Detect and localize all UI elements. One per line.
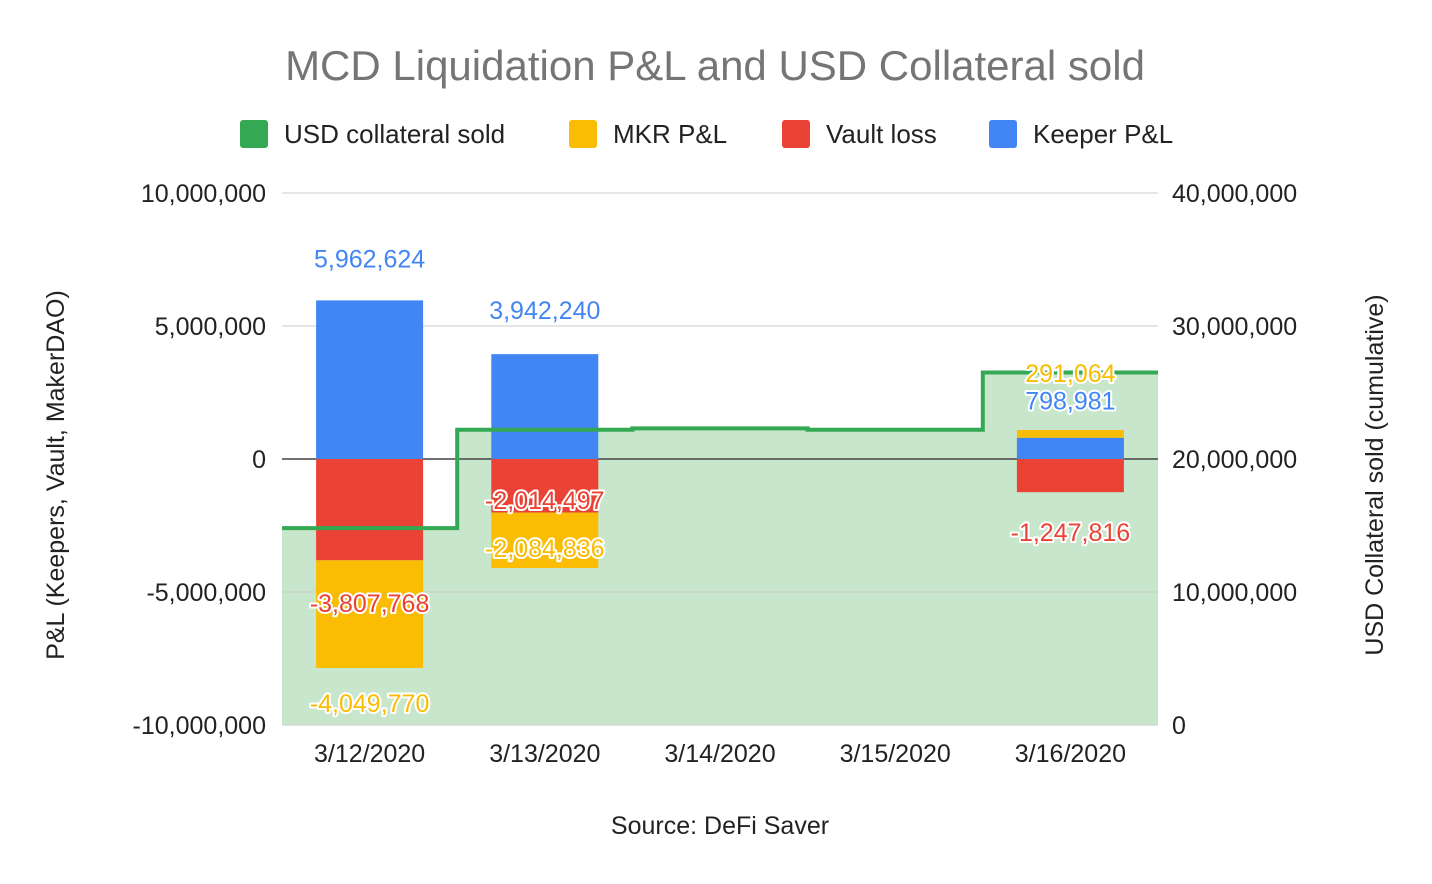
legend-label-1: MKR P&L — [613, 119, 727, 149]
left-axis-ticks: 10,000,000 5,000,000 0 -5,000,000 -10,000,00… — [133, 180, 266, 740]
bar-keeper-p-l-4 — [1016, 437, 1124, 459]
data-label-mkr-p-l-1: -2,084,836 — [485, 535, 605, 563]
right-tick-label-2: 20,000,000 — [1172, 446, 1297, 474]
x-tick-label-3: 3/15/2020 — [840, 740, 951, 768]
x-axis-ticks: 3/12/2020 3/13/2020 3/14/2020 3/15/2020 3/16… — [314, 740, 1126, 768]
bar-mkr-p-l-4 — [1016, 430, 1124, 438]
x-tick-label-1: 3/13/2020 — [489, 740, 600, 768]
gridlines — [282, 192, 1158, 726]
data-label-keeper-p-l-1: 3,942,240 — [489, 297, 600, 325]
data-label-vault-loss-0: -3,807,768 — [310, 590, 430, 618]
left-tick-label-1: 5,000,000 — [155, 313, 266, 341]
bar-vault-loss-1 — [491, 459, 599, 513]
left-axis-title: P&L (Keepers, Vault, MakerDAO) — [42, 290, 70, 660]
right-tick-label-0: 40,000,000 — [1172, 180, 1297, 208]
right-axis-title: USD Collateral sold (cumulative) — [1361, 294, 1389, 655]
legend: USD collateral sold MKR P&L Vault loss Keep… — [240, 119, 1173, 149]
legend-swatch-0 — [240, 120, 268, 148]
legend-swatch-1 — [569, 120, 597, 148]
bar-keeper-p-l-1 — [491, 354, 599, 459]
bars — [316, 300, 1124, 669]
legend-swatch-2 — [782, 120, 810, 148]
legend-label-0: USD collateral sold — [284, 119, 505, 149]
legend-swatch-3 — [989, 120, 1017, 148]
bar-vault-loss-0 — [316, 459, 424, 561]
right-tick-label-4: 0 — [1172, 712, 1186, 740]
data-label-keeper-p-l-0: 5,962,624 — [314, 245, 425, 273]
data-labels: 5,962,624 -3,807,768 -4,049,770 3,942,240 -2… — [308, 243, 1132, 720]
legend-label-2: Vault loss — [826, 119, 937, 149]
right-tick-label-1: 30,000,000 — [1172, 313, 1297, 341]
data-label-vault-loss-4: -1,247,816 — [1011, 519, 1131, 547]
left-tick-label-2: 0 — [252, 446, 266, 474]
bar-keeper-p-l-0 — [316, 300, 424, 459]
collateral-line-path — [282, 370, 1158, 531]
x-tick-label-2: 3/14/2020 — [664, 740, 775, 768]
collateral-line — [282, 370, 1158, 531]
bar-mkr-p-l-0 — [316, 560, 424, 669]
data-label-mkr-p-l-4: 291,064 — [1025, 360, 1115, 388]
legend-label-3: Keeper P&L — [1033, 119, 1173, 149]
data-label-keeper-p-l-4: 798,981 — [1025, 388, 1115, 416]
source-note: Source: DeFi Saver — [611, 812, 829, 840]
left-tick-label-3: -5,000,000 — [146, 579, 266, 607]
data-label-vault-loss-1: -2,014,497 — [485, 487, 605, 515]
chart-title: MCD Liquidation P&L and USD Collateral s… — [285, 42, 1145, 89]
bar-mkr-p-l-1 — [491, 512, 599, 569]
right-axis-ticks: 40,000,000 30,000,000 20,000,000 10,000,000… — [1172, 180, 1297, 740]
x-tick-label-4: 3/16/2020 — [1015, 740, 1126, 768]
bar-vault-loss-4 — [1016, 459, 1124, 493]
data-label-mkr-p-l-0: -4,049,770 — [310, 690, 430, 718]
right-tick-label-3: 10,000,000 — [1172, 579, 1297, 607]
left-tick-label-4: -10,000,000 — [133, 712, 266, 740]
left-tick-label-0: 10,000,000 — [141, 180, 266, 208]
x-tick-label-0: 3/12/2020 — [314, 740, 425, 768]
